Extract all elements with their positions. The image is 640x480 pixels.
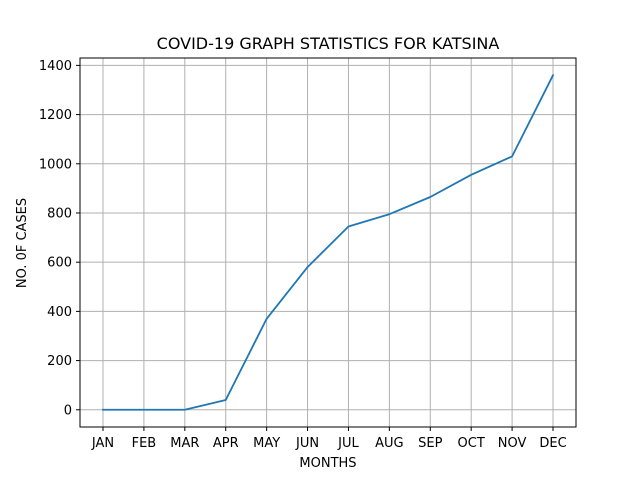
y-tick-label: 1200 xyxy=(39,108,72,123)
y-tick-label: 600 xyxy=(47,256,72,271)
y-tick-label: 400 xyxy=(47,305,72,320)
x-tick-label: SEP xyxy=(418,436,442,451)
y-axis-label: NO. 0F CASES xyxy=(15,198,30,288)
y-tick-label: 800 xyxy=(47,206,72,221)
chart-title: COVID-19 GRAPH STATISTICS FOR KATSINA xyxy=(157,34,500,53)
x-axis-label: MONTHS xyxy=(299,456,356,471)
y-tick-label: 0 xyxy=(64,403,72,418)
y-tick-label: 1000 xyxy=(39,157,72,172)
series-line xyxy=(102,74,555,411)
x-tick-label: APR xyxy=(213,436,239,451)
ticks: JAN FEB MAR APR MAY JUN JUL AUG SEP OCT NOV DEC 0 200… xyxy=(39,59,567,451)
series-layer xyxy=(102,74,555,411)
y-tick-label: 200 xyxy=(47,354,72,369)
x-tick-label: MAY xyxy=(253,436,280,451)
x-tick-label: MAR xyxy=(170,436,199,451)
x-tick-label: JAN xyxy=(91,436,114,451)
y-tick-label: 1400 xyxy=(39,59,72,74)
x-tick-label: AUG xyxy=(375,436,403,451)
x-tick-label: JUN xyxy=(295,436,319,451)
x-tick-label: JUL xyxy=(337,436,359,451)
plot-frame xyxy=(79,57,577,428)
x-tick-label: OCT xyxy=(458,436,485,451)
x-tick-label: FEB xyxy=(132,436,157,451)
x-tick-label: NOV xyxy=(498,436,527,451)
grid xyxy=(80,58,576,427)
x-tick-label: DEC xyxy=(539,436,566,451)
